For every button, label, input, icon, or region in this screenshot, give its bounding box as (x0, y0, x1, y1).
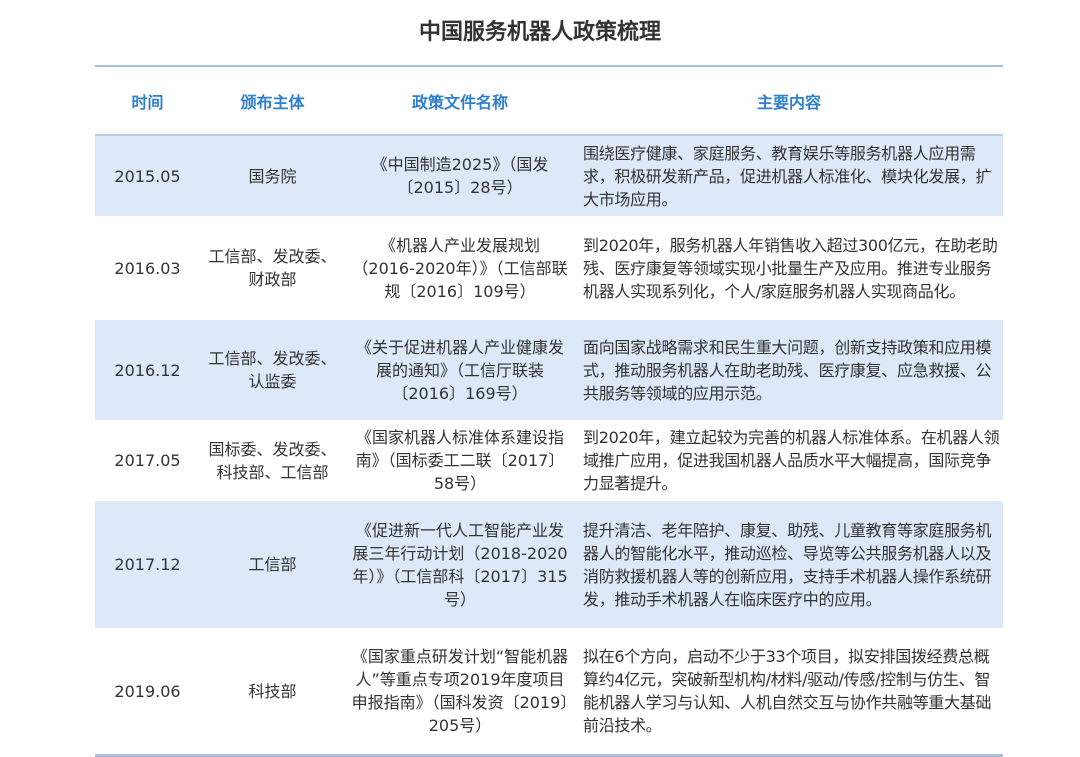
column-header-time: 时间 (95, 66, 200, 136)
cell-issuer: 工信部 (200, 501, 345, 628)
cell-issuer: 国务院 (200, 135, 345, 216)
table-row: 2016.03 工信部、发改委、财政部 《机器人产业发展规划（2016-2020年）… (95, 216, 1003, 320)
cell-time: 2017.12 (95, 501, 200, 628)
cell-document: 《机器人产业发展规划（2016-2020年）》（工信部联规〔2016〕109号） (352, 235, 568, 301)
table-row: 2015.05 国务院 《中国制造2025》（国发〔2015〕28号） 围绕医疗健康、… (95, 135, 1003, 216)
cell-content: 面向国家战略需求和民生重大问题，创新支持政策和应用模式，推动服务机器人在助老助残… (575, 320, 1003, 420)
cell-content: 拟在6个方向，启动不少于33个项目，拟安排国拨经费总概算约4亿元，突破新型机构/… (583, 647, 992, 735)
column-header-content: 主要内容 (575, 66, 1003, 136)
cell-document: 《国家重点研发计划“智能机器人”等重点专项2019年度项目申报指南》（国科发资〔… (351, 647, 569, 735)
cell-issuer: 工信部、发改委、财政部 (208, 247, 337, 289)
cell-document: 《关于促进机器人产业健康发展的通知》（工信厅联装〔2016〕169号） (345, 320, 575, 420)
page-title: 中国服务机器人政策梳理 (418, 20, 661, 45)
cell-document: 《国家机器人标准体系建设指南》（国标委工二联〔2017〕58号） (355, 428, 565, 493)
policy-table: 时间 颁布主体 政策文件名称 主要内容 2015.05 国务院 《中国制造2025》… (95, 65, 1003, 757)
column-header-document: 政策文件名称 (345, 66, 575, 136)
cell-content: 到2020年，服务机器人年销售收入超过300亿元，在助老助残、医疗康复等领域实现… (583, 235, 998, 301)
cell-time: 2019.06 (114, 681, 181, 701)
table-row: 2016.12 工信部、发改委、认监委 《关于促进机器人产业健康发展的通知》（工信厅… (95, 320, 1003, 420)
cell-issuer: 国标委、发改委、科技部、工信部 (208, 439, 337, 482)
cell-issuer: 工信部、发改委、认监委 (200, 320, 345, 420)
cell-content: 围绕医疗健康、家庭服务、教育娱乐等服务机器人应用需求，积极研发新产品，促进机器人… (575, 135, 1003, 216)
cell-document: 《促进新一代人工智能产业发展三年行动计划（2018-2020年）》（工信部科〔2… (345, 501, 575, 628)
cell-document: 《中国制造2025》（国发〔2015〕28号） (345, 135, 575, 216)
cell-time: 2017.05 (114, 451, 181, 470)
table-row: 2017.05 国标委、发改委、科技部、工信部 《国家机器人标准体系建设指南》（国标… (95, 420, 1003, 501)
cell-time: 2015.05 (95, 135, 200, 216)
table-row: 2017.12 工信部 《促进新一代人工智能产业发展三年行动计划（2018-2020… (95, 501, 1003, 628)
column-header-issuer: 颁布主体 (200, 66, 345, 136)
table-header: 时间 颁布主体 政策文件名称 主要内容 (95, 66, 1003, 136)
cell-time: 2016.03 (114, 258, 181, 278)
table-row: 2019.06 科技部 《国家重点研发计划“智能机器人”等重点专项2019年度项目申… (95, 628, 1003, 756)
cell-content: 提升清洁、老年陪护、康复、助残、儿童教育等家庭服务机器人的智能化水平，推动巡检、… (575, 501, 1003, 628)
cell-content: 到2020年，建立起较为完善的机器人标准体系。在机器人领域推广应用，促进我国机器… (583, 428, 1000, 493)
cell-time: 2016.12 (95, 320, 200, 420)
cell-issuer: 科技部 (248, 681, 297, 701)
